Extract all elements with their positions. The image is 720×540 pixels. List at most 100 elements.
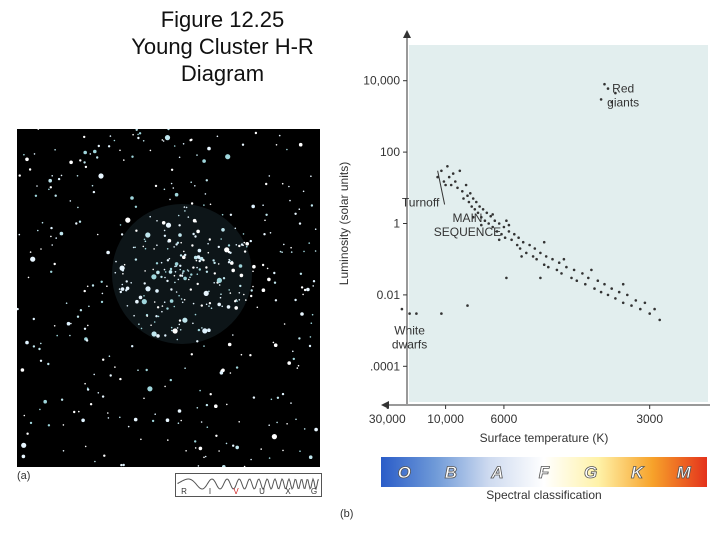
star bbox=[50, 226, 53, 230]
data-point bbox=[408, 312, 411, 315]
star bbox=[208, 305, 210, 307]
star bbox=[125, 280, 128, 283]
star bbox=[278, 134, 281, 137]
star bbox=[163, 229, 166, 232]
star bbox=[165, 222, 172, 228]
star bbox=[156, 220, 158, 222]
star bbox=[182, 255, 186, 259]
star bbox=[184, 210, 186, 212]
y-tick-label: 0.01 bbox=[377, 288, 401, 302]
star bbox=[235, 299, 237, 301]
star bbox=[166, 248, 169, 250]
star bbox=[205, 179, 208, 182]
star bbox=[207, 251, 210, 254]
star bbox=[126, 305, 129, 307]
star bbox=[73, 410, 76, 414]
star bbox=[218, 284, 221, 286]
star bbox=[310, 322, 313, 324]
star bbox=[217, 245, 220, 249]
filter-letter: V bbox=[233, 487, 239, 496]
star bbox=[273, 271, 276, 275]
star bbox=[252, 396, 256, 399]
star bbox=[133, 417, 138, 422]
star bbox=[120, 463, 123, 467]
data-point bbox=[603, 282, 606, 286]
star bbox=[266, 267, 269, 270]
x-tick-label: 6000 bbox=[491, 412, 518, 426]
star bbox=[221, 305, 223, 308]
data-point bbox=[614, 297, 617, 300]
star bbox=[93, 373, 95, 376]
star bbox=[184, 253, 187, 257]
star bbox=[143, 282, 146, 285]
star bbox=[183, 206, 186, 208]
star bbox=[84, 445, 87, 448]
star bbox=[243, 465, 246, 467]
star bbox=[185, 450, 187, 452]
star bbox=[33, 153, 36, 155]
star bbox=[229, 251, 232, 254]
star bbox=[217, 302, 221, 307]
title-line-2: Young Cluster H-R bbox=[131, 34, 314, 59]
star bbox=[41, 221, 44, 224]
star bbox=[308, 242, 311, 244]
data-point bbox=[447, 175, 451, 179]
star bbox=[164, 271, 167, 273]
star bbox=[78, 410, 80, 413]
star bbox=[267, 277, 271, 282]
star bbox=[290, 246, 292, 249]
star bbox=[79, 309, 83, 312]
star bbox=[134, 205, 138, 208]
star bbox=[252, 285, 254, 288]
star bbox=[232, 334, 234, 336]
data-point bbox=[480, 223, 483, 227]
star bbox=[205, 270, 209, 273]
data-point bbox=[593, 287, 596, 290]
star bbox=[314, 250, 317, 252]
star bbox=[69, 334, 71, 337]
star bbox=[245, 242, 249, 246]
star bbox=[50, 235, 52, 238]
data-point bbox=[440, 169, 443, 173]
star bbox=[151, 419, 155, 423]
star bbox=[98, 173, 104, 179]
star bbox=[213, 272, 216, 275]
star bbox=[195, 259, 198, 262]
star bbox=[137, 369, 139, 371]
star bbox=[146, 315, 148, 317]
star bbox=[189, 139, 192, 142]
star bbox=[222, 277, 226, 280]
star bbox=[240, 353, 243, 356]
star bbox=[96, 156, 99, 159]
star bbox=[276, 421, 278, 424]
star bbox=[308, 455, 313, 460]
star bbox=[37, 129, 40, 130]
star bbox=[179, 264, 182, 267]
star bbox=[181, 275, 184, 277]
star bbox=[37, 229, 39, 232]
star bbox=[286, 423, 288, 425]
star bbox=[208, 290, 210, 293]
data-point bbox=[451, 172, 455, 175]
star bbox=[202, 259, 205, 262]
star bbox=[140, 327, 143, 330]
star bbox=[191, 244, 194, 247]
data-point bbox=[547, 265, 550, 269]
data-point bbox=[565, 265, 568, 269]
star bbox=[238, 299, 241, 301]
star bbox=[107, 417, 110, 419]
data-point bbox=[442, 180, 446, 183]
star bbox=[89, 403, 93, 406]
star bbox=[23, 153, 25, 156]
star bbox=[196, 340, 199, 343]
y-axis-label: Luminosity (solar units) bbox=[337, 162, 351, 285]
figure-title: Figure 12.25 Young Cluster H-R Diagram bbox=[95, 6, 350, 87]
spectral-caption: Spectral classification bbox=[486, 488, 602, 502]
star bbox=[209, 393, 212, 396]
star bbox=[265, 182, 268, 186]
star bbox=[34, 194, 38, 197]
star bbox=[205, 266, 208, 269]
star bbox=[114, 271, 117, 274]
star bbox=[85, 339, 89, 342]
